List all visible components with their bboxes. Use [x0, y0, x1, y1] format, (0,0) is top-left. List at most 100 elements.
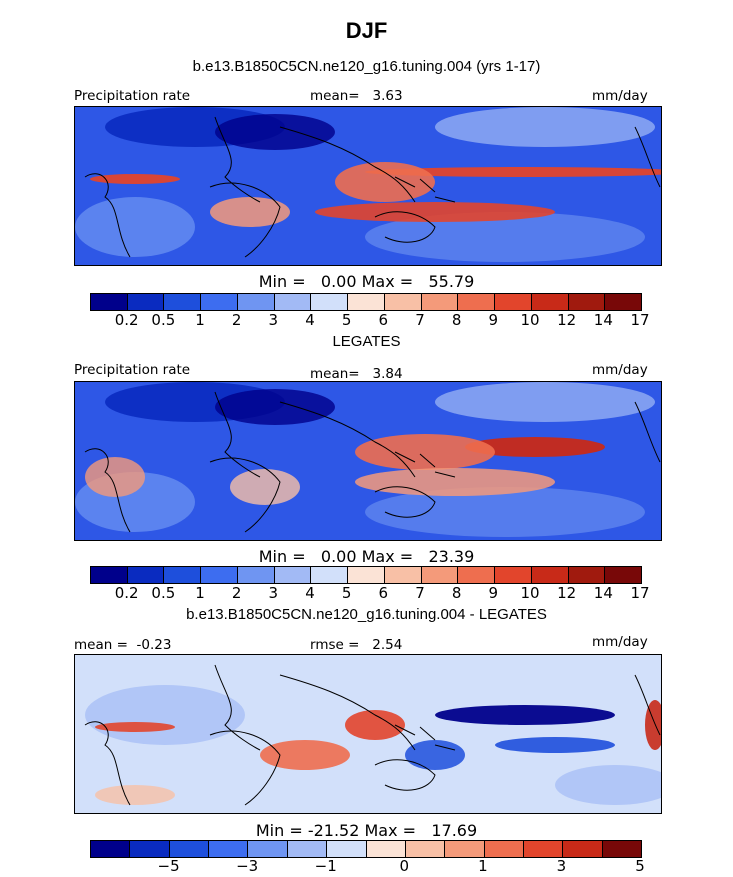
colorbar-swatch	[384, 567, 422, 583]
colorbar-swatch	[164, 567, 202, 583]
precip-field-blob	[555, 765, 661, 805]
panel2-subtitle: LEGATES	[332, 333, 401, 350]
precip-field-blob	[365, 212, 645, 262]
colorbar-tick-label: 5	[635, 857, 645, 875]
precip-field-blob	[465, 437, 605, 457]
precip-field-blob	[85, 457, 145, 497]
coastline	[279, 674, 416, 751]
precip-field-blob	[435, 705, 615, 725]
panel1-minmax: Min = 0.00 Max = 55.79	[258, 272, 475, 291]
colorbar-swatch	[164, 294, 202, 310]
colorbar-swatch	[209, 841, 249, 857]
coastline	[279, 126, 416, 203]
colorbar-swatch	[421, 567, 459, 583]
panel1-units-label: mm/day	[592, 88, 648, 104]
colorbar-swatch	[405, 841, 446, 857]
colorbar-tick-label: 1	[195, 584, 205, 602]
coastline	[209, 182, 281, 258]
coastline	[214, 116, 261, 203]
coastline	[374, 211, 436, 243]
colorbar-tick-label: 9	[488, 311, 499, 329]
colorbar-swatch	[274, 567, 312, 583]
colorbar-tick-label: 12	[557, 311, 577, 329]
colorbar-tick-label: 8	[451, 311, 462, 329]
colorbar-tick-label: 4	[305, 584, 315, 602]
panel3-minmax: Min = -21.52 Max = 17.69	[255, 821, 478, 840]
colorbar-tick-label: 7	[415, 311, 425, 329]
colorbar-swatch	[311, 567, 349, 583]
coastline	[84, 721, 131, 806]
colorbar-swatch	[445, 841, 485, 857]
precip-field-blob	[260, 740, 350, 770]
panel2-map	[74, 381, 662, 541]
precip-field-blob	[85, 685, 245, 745]
panel3-subtitle: b.e13.B1850C5CN.ne120_g16.tuning.004 - L…	[186, 606, 547, 623]
precip-field-blob	[215, 389, 335, 425]
colorbar-tick-label: 2	[231, 584, 242, 602]
precip-field-blob	[335, 162, 435, 202]
colorbar-swatch	[287, 841, 328, 857]
precip-field-blob	[210, 197, 290, 227]
colorbar-tick-label: 0	[399, 857, 410, 875]
colorbar-tick-label: 6	[378, 311, 389, 329]
colorbar-tick-label: 14	[593, 311, 613, 329]
colorbar-tick-label: 1	[478, 857, 488, 875]
panel3-mean-label: mean = -0.23	[74, 637, 172, 653]
panel1-colorbar	[90, 293, 642, 311]
colorbar-tick-label: 4	[305, 311, 315, 329]
colorbar-swatch	[248, 841, 288, 857]
precip-field-blob	[230, 469, 300, 505]
colorbar-swatch	[127, 294, 165, 310]
colorbar-tick-label: −1	[314, 857, 337, 875]
colorbar-swatch	[495, 294, 532, 310]
panel1-map-field	[75, 107, 661, 265]
colorbar-swatch	[563, 841, 603, 857]
precip-field-blob	[355, 468, 555, 496]
panel2-variable-label: Precipitation rate	[74, 362, 191, 378]
precip-field-blob	[405, 740, 465, 770]
colorbar-swatch	[484, 841, 524, 857]
colorbar-swatch	[348, 294, 385, 310]
colorbar-swatch	[169, 841, 210, 857]
panel3-colorbar	[90, 840, 642, 858]
colorbar-swatch	[384, 294, 422, 310]
coastline	[84, 448, 131, 533]
colorbar-tick-label: 9	[488, 584, 499, 602]
precip-field-blob	[95, 722, 175, 732]
colorbar-tick-label: 0.5	[151, 584, 176, 602]
colorbar-swatch	[127, 567, 165, 583]
figure-title: DJF	[345, 18, 388, 43]
colorbar-swatch	[327, 841, 367, 857]
coastline	[634, 126, 661, 188]
colorbar-swatch	[311, 294, 349, 310]
colorbar-swatch	[523, 841, 564, 857]
colorbar-tick-label: 5	[341, 311, 352, 329]
colorbar-swatch	[568, 294, 606, 310]
colorbar-tick-label: 1	[195, 311, 205, 329]
coastline	[394, 724, 456, 751]
precip-field-blob	[345, 710, 405, 740]
precip-field-blob	[90, 174, 180, 184]
colorbar-tick-label: 0.5	[151, 311, 176, 329]
colorbar-tick-label: 10	[520, 584, 540, 602]
colorbar-swatch	[348, 567, 385, 583]
colorbar-tick-label: 2	[231, 311, 242, 329]
precip-field-blob	[315, 202, 555, 222]
colorbar-swatch	[91, 567, 128, 583]
precip-field-blob	[365, 487, 645, 537]
colorbar-tick-label: 10	[520, 311, 540, 329]
panel1-map	[74, 106, 662, 266]
precip-field-blob	[645, 700, 661, 750]
colorbar-tick-label: 3	[556, 857, 567, 875]
coastline	[214, 391, 261, 478]
coastline	[634, 674, 661, 736]
colorbar-swatch	[201, 567, 238, 583]
coastline	[209, 730, 281, 806]
colorbar-swatch	[531, 294, 569, 310]
precip-field-blob	[215, 114, 335, 150]
colorbar-swatch	[458, 294, 496, 310]
colorbar-swatch	[130, 841, 170, 857]
coastline	[209, 457, 281, 533]
panel3-map-field	[75, 655, 661, 813]
panel2-mean-label: mean= 3.84	[310, 366, 403, 382]
